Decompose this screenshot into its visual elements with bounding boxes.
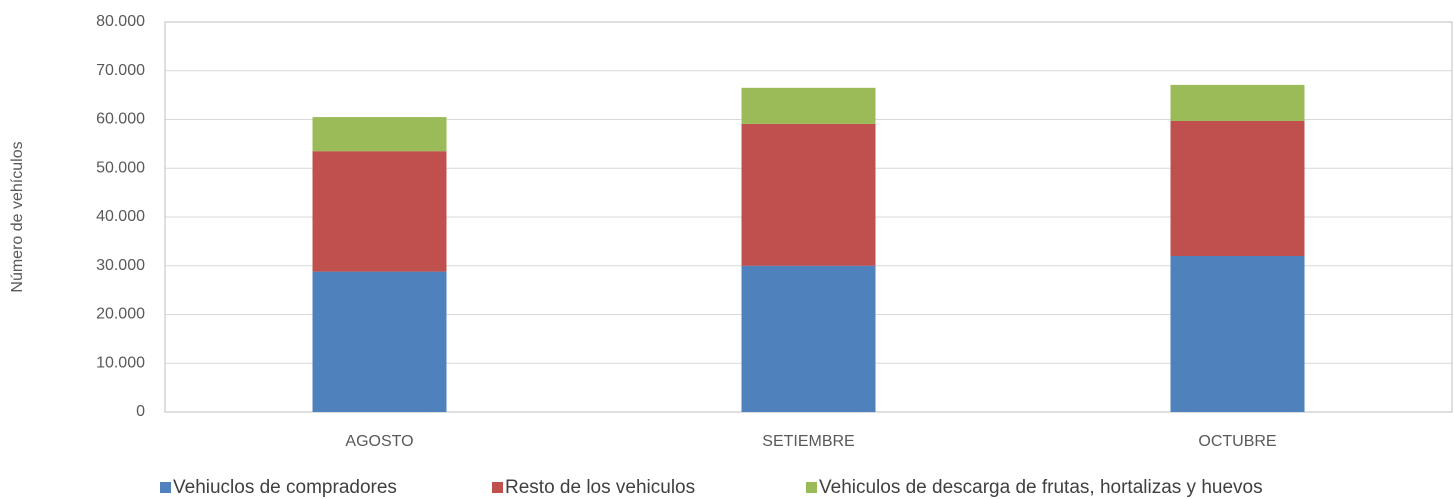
bar-segment: [1170, 256, 1305, 412]
x-tick-label: SETIEMBRE: [762, 433, 854, 450]
bar-segment: [312, 151, 447, 272]
y-tick-label: 30.000: [96, 257, 145, 274]
bar-segment: [1170, 84, 1305, 121]
legend-label: Resto de los vehiculos: [505, 477, 695, 498]
y-tick-label: 50.000: [96, 159, 145, 176]
legend-swatch: [160, 482, 171, 493]
legend-label: Vehiuclos de compradores: [173, 477, 397, 498]
legend-label: Vehiculos de descarga de frutas, hortali…: [819, 477, 1263, 498]
y-tick-label: 0: [136, 403, 145, 420]
x-tick-label: AGOSTO: [345, 433, 413, 450]
legend-swatch: [806, 482, 817, 493]
legend-swatch: [492, 482, 503, 493]
y-tick-label: 40.000: [96, 208, 145, 225]
x-tick-label: OCTUBRE: [1198, 433, 1276, 450]
y-tick-label: 10.000: [96, 354, 145, 371]
bar-segment: [741, 265, 876, 412]
y-tick-label: 70.000: [96, 62, 145, 79]
bar-segment: [741, 123, 876, 266]
bar-segment: [312, 271, 447, 412]
y-axis-label: Número de vehículos: [9, 141, 26, 292]
y-tick-label: 20.000: [96, 306, 145, 323]
y-tick-label: 80.000: [96, 13, 145, 30]
bar-segment: [1170, 120, 1305, 257]
bar-segment: [741, 87, 876, 124]
y-tick-label: 60.000: [96, 111, 145, 128]
bar-segment: [312, 117, 447, 152]
